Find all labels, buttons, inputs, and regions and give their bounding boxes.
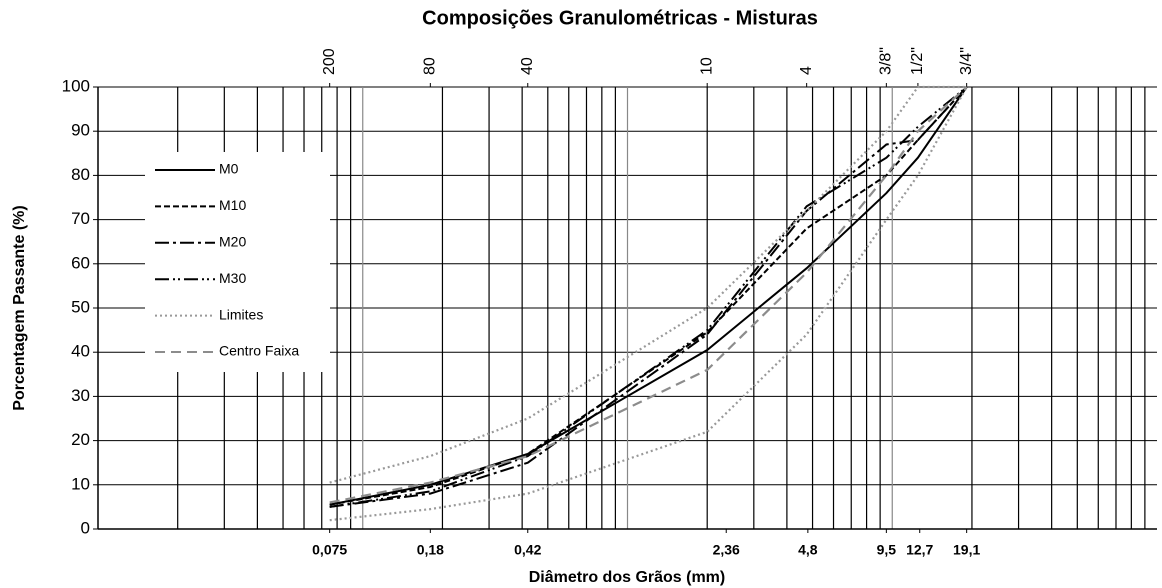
x2-tick-label: 1/2" bbox=[909, 47, 926, 75]
y-tick-label: 50 bbox=[71, 297, 90, 316]
legend-box bbox=[145, 152, 330, 372]
x-tick-label: 9,5 bbox=[877, 542, 897, 558]
series-line bbox=[329, 86, 968, 508]
series-line bbox=[329, 86, 968, 506]
x2-tick-label: 10 bbox=[698, 57, 715, 75]
y-tick-label: 40 bbox=[71, 342, 90, 361]
x-tick-label: 0,18 bbox=[417, 542, 444, 558]
y-tick-label: 60 bbox=[71, 253, 90, 272]
x2-tick-label: 3/8" bbox=[878, 47, 895, 75]
legend-label: M30 bbox=[219, 270, 246, 286]
x2-tick-label: 80 bbox=[422, 57, 439, 75]
y-tick-label: 80 bbox=[71, 165, 90, 184]
y-tick-label: 30 bbox=[71, 386, 90, 405]
x-axis-title: Diâmetro dos Grãos (mm) bbox=[529, 569, 725, 586]
legend-label: M20 bbox=[219, 234, 246, 250]
x2-tick-label: 40 bbox=[519, 57, 536, 75]
x2-tick-label: 3/4" bbox=[958, 47, 975, 75]
x-tick-label: 0,075 bbox=[312, 542, 347, 558]
series-line bbox=[329, 86, 968, 522]
y-tick-label: 90 bbox=[71, 121, 90, 140]
series-line bbox=[329, 86, 968, 508]
legend-label: Limites bbox=[219, 306, 263, 322]
x-tick-label: 19,1 bbox=[953, 542, 980, 558]
x2-tick-label: 4 bbox=[798, 66, 815, 75]
x-tick-label: 12,7 bbox=[906, 542, 933, 558]
y-tick-label: 100 bbox=[62, 76, 90, 95]
legend-label: M10 bbox=[219, 197, 246, 213]
legend-label: M0 bbox=[219, 161, 239, 177]
y-axis-title: Porcentagem Passante (%) bbox=[11, 205, 28, 410]
x-tick-label: 0,42 bbox=[514, 542, 541, 558]
y-tick-label: 10 bbox=[71, 474, 90, 493]
x2-tick-label: 200 bbox=[321, 48, 338, 75]
x-tick-label: 4,8 bbox=[798, 542, 818, 558]
y-tick-label: 20 bbox=[71, 430, 90, 449]
series-line bbox=[329, 86, 968, 504]
y-tick-label: 0 bbox=[81, 518, 90, 537]
series-line bbox=[329, 86, 968, 506]
series-line bbox=[329, 85, 967, 484]
legend-label: Centro Faixa bbox=[219, 343, 299, 359]
chart-title: Composições Granulométricas - Misturas bbox=[422, 7, 818, 29]
x-tick-label: 2,36 bbox=[713, 542, 740, 558]
y-tick-label: 70 bbox=[71, 209, 90, 228]
